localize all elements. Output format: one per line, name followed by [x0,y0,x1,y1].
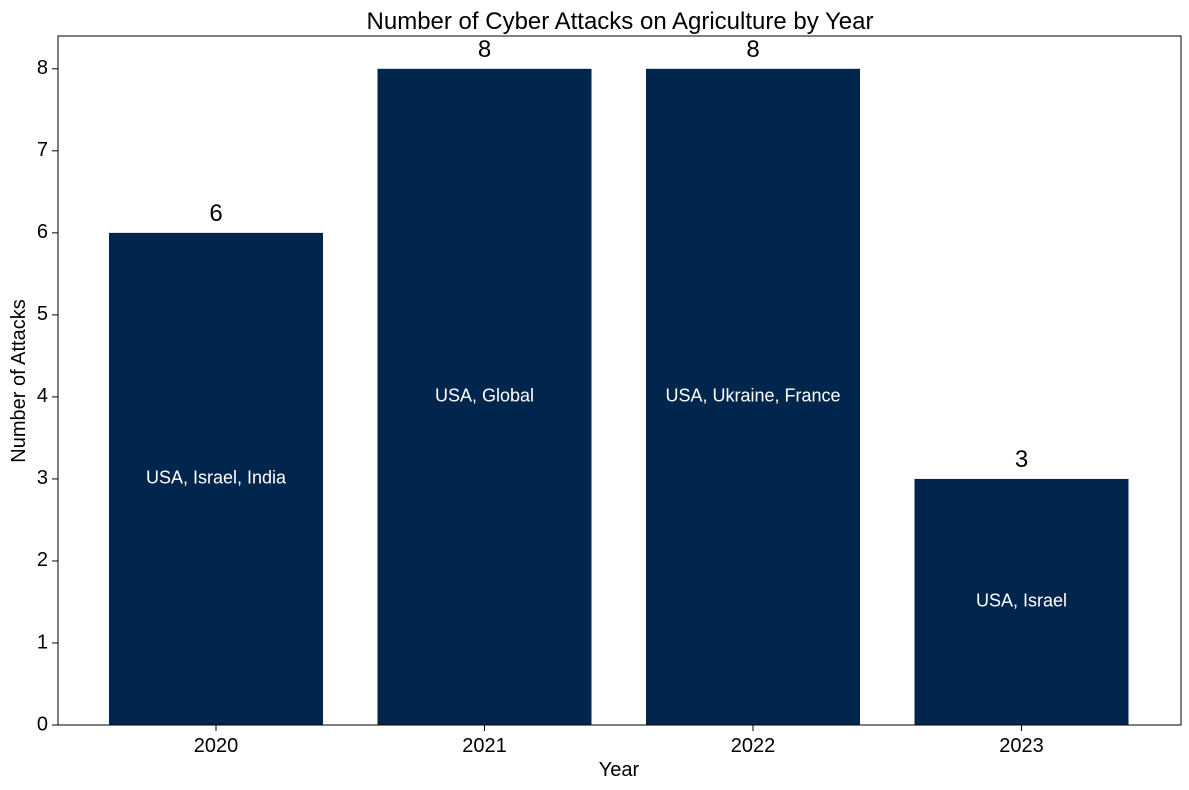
value-label-2023: 3 [1015,446,1028,473]
y-tick-label-5: 5 [37,303,48,325]
y-tick-label-8: 8 [37,57,48,79]
bars-group [109,68,1129,726]
y-tick-label-0: 0 [37,713,48,735]
bar-annotation-2022: USA, Ukraine, France [665,386,840,406]
y-tick-label-1: 1 [37,631,48,653]
value-label-2022: 8 [746,36,759,63]
value-label-2020: 6 [209,200,222,227]
bar-2021 [377,68,592,726]
bar-2022 [646,68,860,726]
plot-area-frame [57,35,1182,726]
x-tick-label-2021: 2021 [462,735,507,757]
y-tick-label-6: 6 [37,221,48,243]
y-tick-label-7: 7 [37,139,48,161]
x-tick-label-2020: 2020 [194,735,239,757]
x-tick-label-2023: 2023 [999,735,1044,757]
bar-annotation-2023: USA, Israel [976,591,1067,611]
y-tick-label-4: 4 [37,385,48,407]
y-tick-label-2: 2 [37,549,48,571]
bar-2020 [109,232,323,725]
chart-title: Number of Cyber Attacks on Agriculture b… [367,8,874,35]
value-labels-group: 6 8 8 3 [209,36,1028,473]
bar-annotation-2021: USA, Global [435,386,534,406]
bar-2023 [914,478,1129,725]
x-axis: 2020 2021 2022 2023 [194,725,1044,757]
value-label-2021: 8 [478,36,491,63]
y-axis-label: Number of Attacks [8,299,30,462]
y-tick-label-3: 3 [37,467,48,489]
bar-annotation-2020: USA, Israel, India [146,468,287,488]
x-axis-label: Year [599,759,640,781]
x-tick-label-2022: 2022 [731,735,776,757]
bar-annotations-group: USA, Israel, India USA, Global USA, Ukrain… [146,386,1067,611]
y-axis: 0 1 2 3 4 5 6 7 8 [37,57,58,735]
